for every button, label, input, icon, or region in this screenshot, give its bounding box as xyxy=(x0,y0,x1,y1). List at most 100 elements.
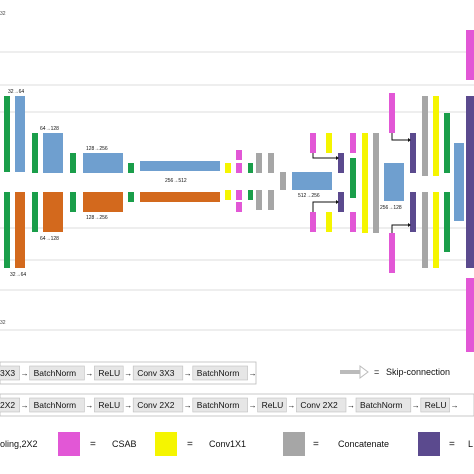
csab-1 xyxy=(236,150,242,160)
dec3-gray-top xyxy=(422,96,428,176)
sequence-chip-label: ReLU xyxy=(98,400,120,410)
sequence-chip-label: ReLU xyxy=(262,400,284,410)
legend: oling,2X2 = CSAB = Conv1X1 = Concatenate… xyxy=(0,432,473,456)
sequence-arrow: → xyxy=(124,401,132,410)
dec3-green-top xyxy=(444,113,450,173)
csab-2 xyxy=(236,163,242,173)
dec1-blue xyxy=(292,172,332,190)
dec1-yellow-bot xyxy=(326,212,332,232)
dec2-arrows xyxy=(391,133,408,233)
sequence-chip-label: BatchNorm xyxy=(360,400,403,410)
dec3-yellow-bot xyxy=(433,192,439,268)
dec3-csab-bot xyxy=(466,278,474,352)
legend-last-label: L xyxy=(468,439,473,449)
dec2-gray xyxy=(373,133,379,233)
sequence-chip-label: 2X2 xyxy=(0,400,15,410)
label-512-256: 512→256 xyxy=(298,193,320,199)
dec1-yellow-top xyxy=(326,133,332,153)
dec3-blue xyxy=(454,143,464,221)
dec1-arrowheads xyxy=(336,156,339,204)
sequence-arrow: → xyxy=(287,401,295,410)
dec2-csab-tall-top xyxy=(389,93,395,133)
label-32-64-b: 32→64 xyxy=(10,272,26,278)
enc1-green xyxy=(4,96,10,172)
legend-conv1x1-label: Conv1X1 xyxy=(209,439,246,449)
gray-mid xyxy=(280,172,286,190)
sequence-chip: BatchNorm xyxy=(29,397,85,413)
dec2-csab-top2 xyxy=(350,133,356,153)
legend-purple-swatch xyxy=(418,432,440,456)
enc2b-green xyxy=(32,192,38,232)
skip-connection-legend: = Skip-connection xyxy=(340,365,450,379)
dec2-blue xyxy=(384,163,404,201)
dec3-gray-bot xyxy=(422,192,428,268)
sequence-chip: 3X3 xyxy=(0,365,20,381)
sequence-chip-label: Conv 3X3 xyxy=(137,368,175,378)
svg-text:=: = xyxy=(374,367,379,377)
enc2-blue xyxy=(43,133,63,173)
sequence-arrow: → xyxy=(184,369,192,378)
sequence-chip-label: ReLU xyxy=(98,368,120,378)
sequence-arrow: → xyxy=(21,401,29,410)
sequence-chip: BatchNorm xyxy=(355,397,412,413)
dec1-arrows xyxy=(312,153,336,212)
sequence-chip: ReLU xyxy=(257,397,287,413)
dec3-csab-top xyxy=(466,30,474,80)
gray-2 xyxy=(268,153,274,173)
gray-1 xyxy=(256,153,262,173)
svg-text:=: = xyxy=(187,439,193,450)
enc3-green xyxy=(128,163,134,173)
dec2-purple-a xyxy=(410,133,416,173)
dec2-csab-tall-bot xyxy=(389,233,395,273)
gray-3 xyxy=(256,190,262,210)
dec3-purple xyxy=(466,96,474,268)
guide-lines xyxy=(0,51,474,331)
enc1b-orange xyxy=(15,192,25,268)
sequence-chip: 2X2 xyxy=(0,397,20,413)
dec1-purple-bot xyxy=(338,192,344,212)
sequence-chip: BatchNorm xyxy=(192,365,248,381)
sequence-arrow: → xyxy=(85,369,93,378)
sequence-chip: Conv 2X2 xyxy=(296,397,347,413)
green-2 xyxy=(248,190,253,200)
seq-row-2-chips: 2X2 → BatchNorm → ReLU → Conv 2X2 → BatchNorm → Re… xyxy=(0,397,459,413)
enc2-green-b xyxy=(70,153,76,173)
dec2-csab-bot2 xyxy=(350,212,356,232)
enc3-blue xyxy=(83,153,123,173)
legend-csab-label: CSAB xyxy=(112,439,137,449)
dec2-arrowheads xyxy=(408,138,411,227)
enc1-blue xyxy=(15,96,25,172)
sequence-arrow: → xyxy=(347,401,355,410)
svg-text:=: = xyxy=(313,439,319,450)
label-128-256: 128→256 xyxy=(86,146,108,152)
enc2b-orange xyxy=(43,192,63,232)
sequence-arrow: → xyxy=(249,401,257,410)
sequence-chip: Conv 2X2 xyxy=(132,397,184,413)
sequence-chip: ReLU xyxy=(94,397,124,413)
csab-4 xyxy=(236,202,242,212)
dec3-yellow-top xyxy=(433,96,439,176)
dec1-purple-top xyxy=(338,153,344,173)
corner-label-bottom: 32 xyxy=(0,320,6,326)
sequence-arrow: → xyxy=(124,369,132,378)
legend-concatenate-swatch xyxy=(283,432,305,456)
label-32-64: 32→64 xyxy=(8,89,24,95)
sequence-chip-label: BatchNorm xyxy=(197,400,240,410)
sequence-chip-label: ReLU xyxy=(425,400,447,410)
sequence-chip: ReLU xyxy=(94,365,124,381)
sequence-chip: ReLU xyxy=(420,397,450,413)
dec3-green-bot xyxy=(444,192,450,252)
sequence-arrow: → xyxy=(85,401,93,410)
legend-conv1x1-swatch xyxy=(155,432,177,456)
sequence-arrow: → xyxy=(21,369,29,378)
sequence-chip-label: BatchNorm xyxy=(197,368,240,378)
enc2b-green-b xyxy=(70,192,76,212)
label-128-256-b: 128→256 xyxy=(86,215,108,221)
sequence-chip-label: BatchNorm xyxy=(34,400,77,410)
green-1 xyxy=(248,163,253,173)
dec2-green xyxy=(350,158,356,198)
legend-concatenate-label: Concatenate xyxy=(338,439,389,449)
dec2-purple-b xyxy=(410,192,416,232)
skip-connection-label: Skip-connection xyxy=(386,367,450,377)
